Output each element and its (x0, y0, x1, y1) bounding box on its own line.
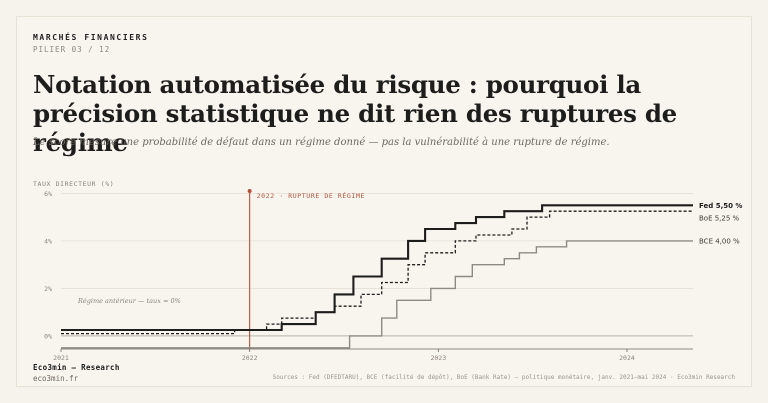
section-kicker: MARCHÉS FINANCIERS (33, 33, 149, 42)
fed-label: Fed 5,50 % (699, 202, 742, 210)
bce-label: BCE 4,00 % (699, 237, 740, 245)
axes: TAUX DIRECTEUR (%) 0% 2% 4% 6% 2021 2022 2023 20… (33, 180, 693, 362)
y-tick-label: 0% (44, 332, 52, 340)
y-axis-title: TAUX DIRECTEUR (%) (33, 180, 114, 188)
y-tick-label: 6% (44, 190, 52, 198)
rupture-marker: 2022 · RUPTURE DE RÉGIME (247, 189, 365, 349)
x-tick-label: 2022 (242, 354, 258, 362)
rupture-dot (247, 189, 252, 193)
series-labels: Régime antérieur — taux ≈ 0% Fed 5,50 % Bo… (77, 202, 742, 305)
boe-label: BoE 5,25 % (699, 215, 740, 223)
pilier-label: PILIER 03 / 12 (33, 45, 111, 54)
y-tick-label: 2% (44, 285, 52, 293)
footer-brand: Eco3min — Research (33, 363, 120, 372)
x-tick-label: 2023 (430, 354, 446, 362)
rupture-label: 2022 · RUPTURE DE RÉGIME (257, 191, 365, 200)
x-tick-label: 2024 (619, 354, 635, 362)
page-subtitle: Le score mesure une probabilité de défau… (33, 137, 610, 148)
bce-line (61, 240, 693, 349)
y-tick-label: 4% (44, 237, 52, 245)
page-title: Notation automatisée du risque : pourquo… (33, 70, 677, 157)
regime-note: Régime antérieur — taux ≈ 0% (77, 297, 181, 305)
series (61, 204, 693, 349)
fed-line (61, 204, 693, 332)
chart-card (16, 16, 752, 387)
boe-line (61, 210, 693, 335)
footer-sources: Sources : Fed (DFEDTARU), BCE (facilité … (272, 374, 735, 381)
grid (61, 192, 693, 337)
x-tick-label: 2021 (53, 354, 69, 362)
footer-url[interactable]: eco3min.fr (33, 374, 79, 383)
